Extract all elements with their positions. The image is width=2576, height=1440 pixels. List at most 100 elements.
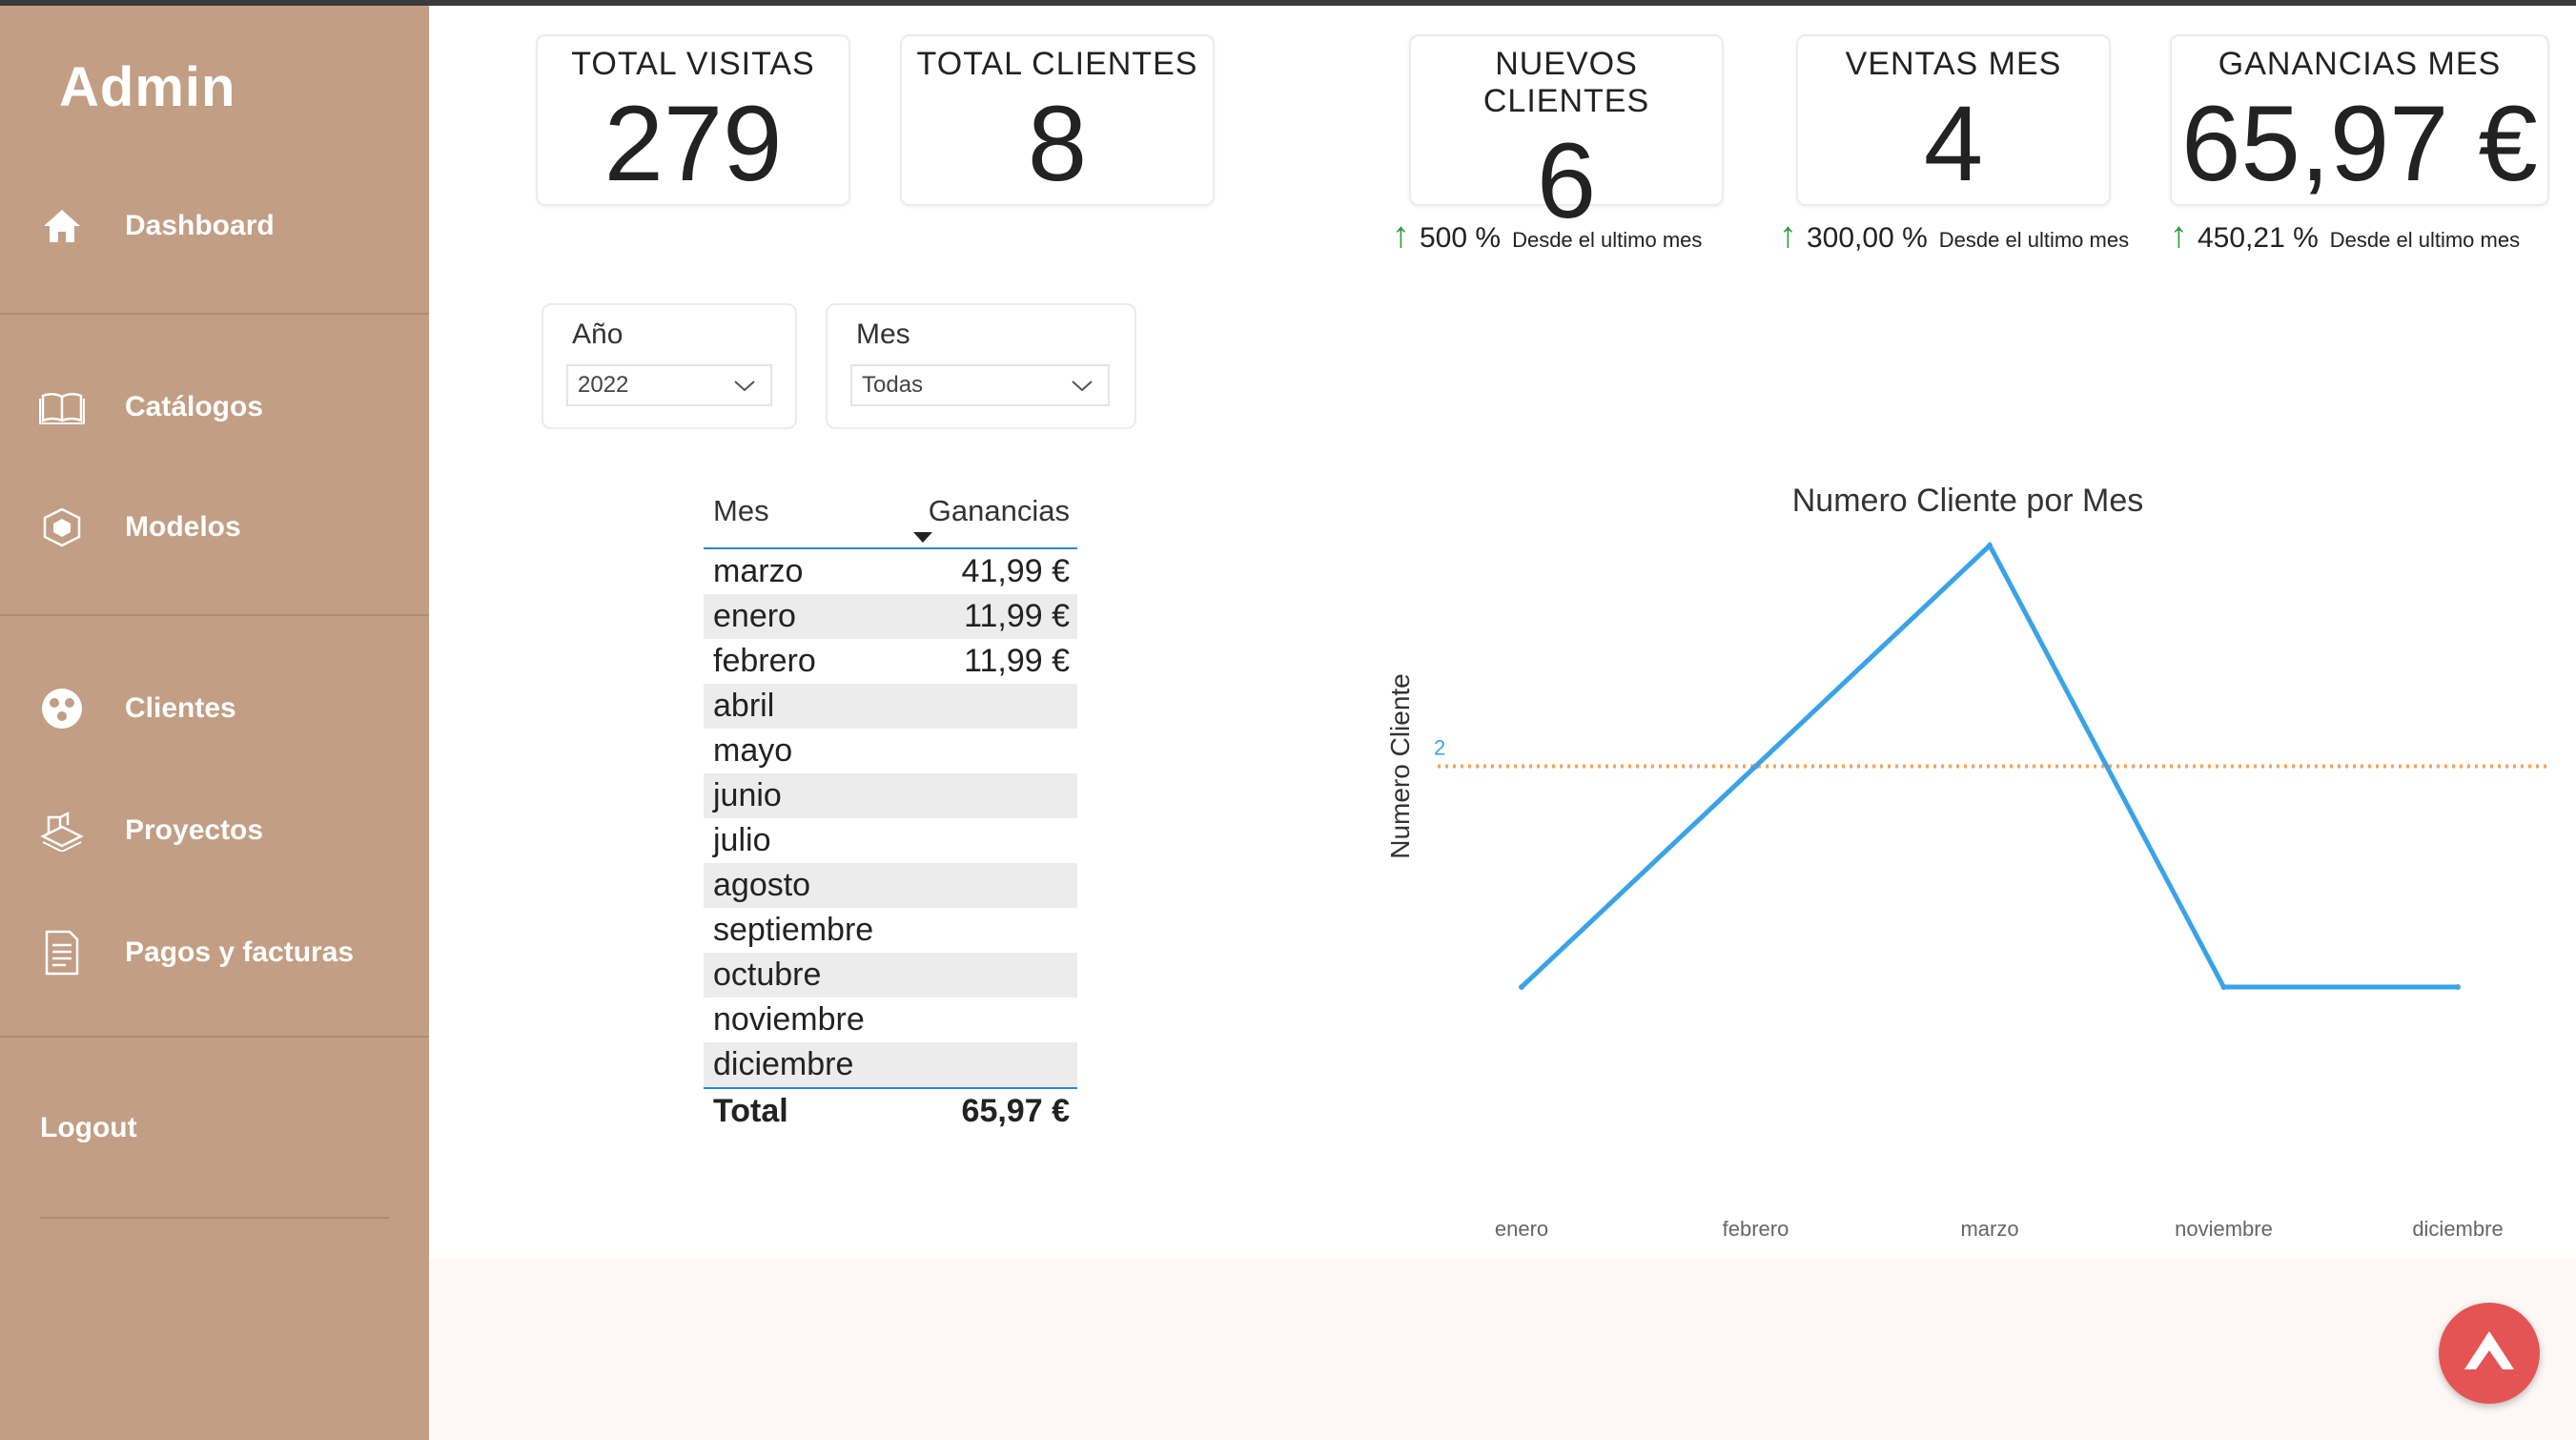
cell-mes: agosto (713, 867, 811, 903)
cell-mes: mayo (713, 732, 793, 769)
sidebar-item-label: Pagos y facturas (125, 936, 355, 968)
year-select[interactable]: 2022 (566, 364, 772, 406)
sidebar-item-dashboard[interactable]: Dashboard (0, 193, 429, 259)
table-row: agosto (704, 863, 1077, 908)
sidebar-divider (0, 614, 429, 616)
brand-title: Admin (59, 56, 236, 118)
sidebar-item-label: Proyectos (125, 814, 264, 846)
chevron-down-icon (732, 374, 757, 403)
month-filter: Mes Todas (826, 303, 1136, 429)
year-filter: Año 2022 (542, 303, 797, 429)
cell-mes: enero (713, 598, 796, 634)
table-row: diciembre (704, 1042, 1077, 1087)
kpi-delta-ventas-mes: ↑ 300,00 % Desde el ultimo mes (1779, 216, 2129, 257)
sidebar-item-clientes[interactable]: Clientes (0, 675, 429, 742)
table-row: febrero 11,99 € (704, 639, 1077, 684)
data-point[interactable] (2455, 984, 2461, 990)
delta-caption: Desde el ultimo mes (2329, 228, 2521, 252)
chart-title: Numero Cliente por Mes (1791, 483, 2144, 519)
data-point[interactable] (1752, 763, 1759, 770)
cell-mes: octubre (713, 957, 822, 993)
x-tick-label: diciembre (2412, 1217, 2503, 1241)
column-header-mes[interactable]: Mes (713, 494, 769, 527)
cell-mes: septiembre (713, 912, 874, 948)
arrow-up-icon: ↑ (1779, 216, 1797, 256)
home-icon (38, 206, 86, 246)
x-tick-label: marzo (1960, 1217, 2018, 1241)
table-row: marzo 41,99 € (704, 549, 1077, 594)
kpi-ventas-mes: VENTAS MES 4 (1796, 34, 2111, 206)
sidebar-item-label: Dashboard (125, 210, 275, 241)
kpi-value: 279 (603, 84, 783, 203)
month-filter-label: Mes (856, 319, 910, 350)
kpi-title: TOTAL CLIENTES (916, 46, 1198, 82)
data-point[interactable] (2220, 984, 2227, 990)
cell-mes: julio (713, 822, 771, 858)
kpi-title: TOTAL VISITAS (571, 46, 815, 82)
clients-line-chart: Numero Cliente 2 enero febrero marzo noviembr… (1385, 541, 2550, 1241)
kpi-value: 8 (1027, 84, 1088, 203)
table-row: mayo (704, 729, 1077, 773)
sidebar: Admin Dashboard Catálogos Modelos Client… (0, 6, 429, 1440)
reference-line-label: 2 (1434, 736, 1445, 760)
delta-percent: 300,00 % (1807, 222, 1928, 254)
year-select-value: 2022 (578, 372, 629, 398)
table-row: junio (704, 773, 1077, 818)
cell-mes: diciembre (713, 1046, 854, 1082)
y-axis-label: Numero Cliente (1385, 673, 1415, 859)
kpi-value: 4 (1923, 84, 1984, 203)
cell-ganancias: 41,99 € (961, 553, 1070, 589)
kpi-title: VENTAS MES (1845, 46, 2062, 82)
kpi-title: GANANCIAS MES (2218, 46, 2502, 82)
logout-link[interactable]: Logout (40, 1112, 137, 1143)
table-row: abril (704, 684, 1077, 729)
users-icon (38, 689, 86, 729)
earnings-table: Mes Ganancias marzo 41,99 € enero 11,99 € … (704, 484, 1077, 1137)
delta-caption: Desde el ultimo mes (1938, 228, 2130, 252)
kpi-delta-nuevos-clientes: ↑ 500 % Desde el ultimo mes (1392, 216, 1702, 257)
sidebar-divider (40, 1217, 389, 1219)
table-row: septiembre (704, 908, 1077, 953)
x-tick-label: enero (1495, 1217, 1548, 1241)
cell-mes: junio (713, 777, 782, 813)
sidebar-divider (0, 1036, 429, 1038)
sort-descending-icon (913, 532, 932, 543)
data-point[interactable] (1987, 543, 1993, 548)
arrow-up-icon: ↑ (1392, 216, 1410, 256)
sidebar-item-pagos-facturas[interactable]: Pagos y facturas (0, 919, 429, 986)
sidebar-divider (0, 313, 429, 315)
kpi-total-clientes: TOTAL CLIENTES 8 (900, 34, 1215, 206)
cell-mes: abril (713, 688, 775, 724)
sidebar-item-label: Modelos (125, 511, 241, 543)
page-footer-area (429, 1259, 2576, 1440)
table-row: julio (704, 818, 1077, 863)
kpi-ganancias-mes: GANANCIAS MES 65,97 € (2170, 34, 2549, 206)
cell-ganancias: 11,99 € (964, 643, 1070, 679)
total-label: Total (713, 1093, 788, 1129)
delta-caption: Desde el ultimo mes (1512, 228, 1703, 252)
kpi-value: 65,97 € (2181, 84, 2538, 203)
sidebar-item-proyectos[interactable]: Proyectos (0, 797, 429, 864)
sidebar-item-modelos[interactable]: Modelos (0, 494, 429, 561)
sidebar-item-catalogos[interactable]: Catálogos (0, 374, 429, 441)
year-filter-label: Año (572, 319, 624, 350)
x-tick-label: febrero (1723, 1217, 1789, 1241)
sidebar-item-label: Catálogos (125, 391, 264, 422)
invoice-icon (38, 930, 86, 976)
cell-mes: marzo (713, 553, 804, 589)
kpi-nuevos-clientes: NUEVOS CLIENTES 6 (1409, 34, 1724, 235)
cell-mes: febrero (713, 643, 816, 679)
month-select[interactable]: Todas (850, 364, 1110, 406)
total-value: 65,97 € (961, 1093, 1070, 1129)
kpi-title: NUEVOS CLIENTES (1482, 46, 1650, 119)
data-point[interactable] (1519, 984, 1524, 990)
book-icon (38, 387, 86, 427)
arrow-up-icon: ↑ (2170, 216, 2188, 256)
table-total-row: Total 65,97 € (704, 1087, 1077, 1137)
table-row: enero 11,99 € (704, 594, 1077, 639)
table-row: octubre (704, 953, 1077, 998)
delta-percent: 500 % (1420, 222, 1502, 254)
column-header-ganancias[interactable]: Ganancias (928, 494, 1070, 527)
assistant-fab-button[interactable] (2439, 1303, 2540, 1404)
logo-icon (2461, 1327, 2518, 1380)
